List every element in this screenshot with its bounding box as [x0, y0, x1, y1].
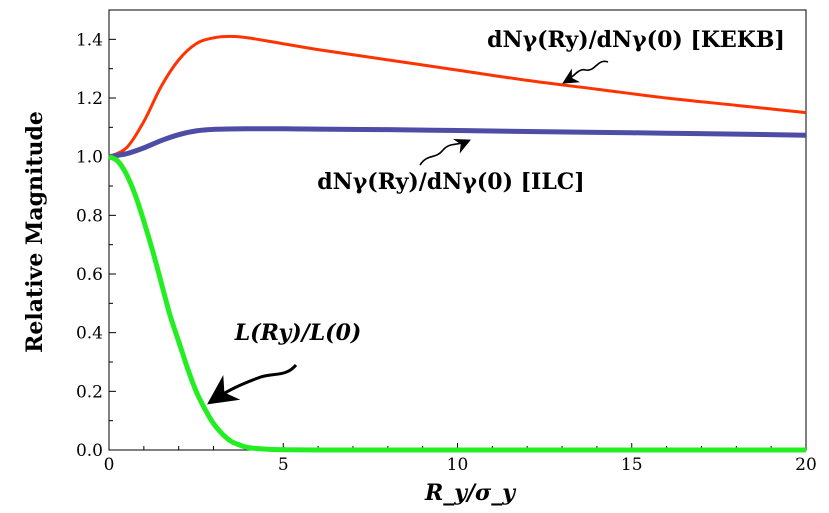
series-line-ilc: [108, 126, 807, 160]
series-line-kekb: [108, 34, 807, 159]
annotation-kekb: dNγ(Ry)/dNγ(0) [KEKB]: [487, 27, 785, 53]
x-tick-label: 15: [621, 455, 643, 475]
x-axis-title-text: R_y/σ_y: [424, 480, 517, 506]
x-axis-title: R_y/σ_y: [424, 480, 517, 506]
y-tick-label: 1.2: [76, 89, 103, 109]
annotation-arrow-ilc: [419, 139, 471, 166]
annotation-arrow-luminosity: [207, 363, 298, 405]
x-tick-label: 5: [278, 455, 289, 475]
plot-frame: [108, 9, 807, 451]
y-tick-label: 0.0: [76, 441, 103, 461]
y-tick-label: 1.4: [76, 30, 103, 50]
y-tick-label: 0.8: [76, 206, 103, 226]
series-group: [107, 34, 807, 453]
x-tick-label: 20: [795, 455, 817, 475]
y-tick-label: 0.6: [76, 265, 103, 285]
y-tick-label: 1.0: [76, 148, 103, 168]
x-tick-label: 0: [104, 455, 115, 475]
y-axis-ticks: 0.0 0.2 0.4 0.6 0.8 1.0 1.2 1.4: [76, 30, 116, 461]
y-axis-title: Relative Magnitude: [22, 111, 48, 353]
annotation-arrow-kekb: [562, 60, 609, 84]
y-tick-label: 0.2: [76, 382, 103, 402]
x-tick-label: 10: [447, 455, 469, 475]
annotation-ilc: dNγ(Ry)/dNγ(0) [ILC]: [317, 169, 584, 195]
series-line-luminosity: [107, 154, 806, 453]
y-tick-label: 0.4: [76, 324, 103, 344]
annotation-luminosity: L(Ry)/L(0): [234, 320, 362, 346]
